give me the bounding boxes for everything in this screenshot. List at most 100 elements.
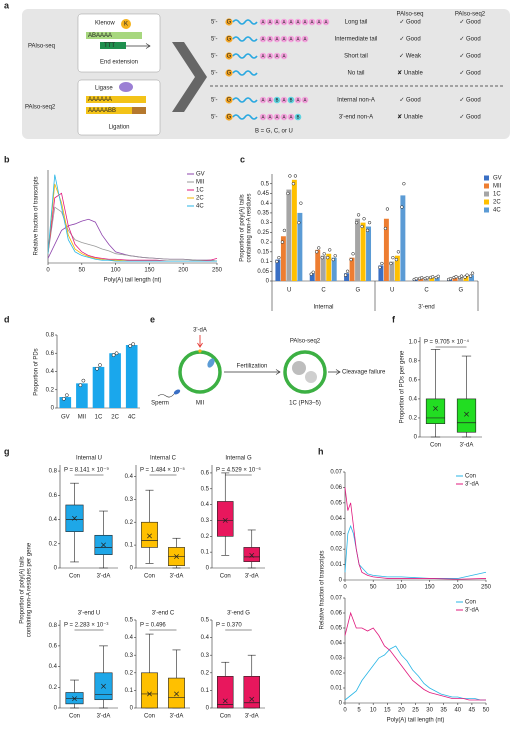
replicate-dot <box>389 261 393 266</box>
prefix: 5'- <box>211 37 217 43</box>
status: ✓ Good <box>459 54 480 60</box>
y-tick-label: 0.1 <box>261 259 270 265</box>
legend-label: GV <box>196 172 205 178</box>
y-tick-label: 0.06 <box>330 485 342 491</box>
replicate-dot <box>282 228 287 233</box>
line <box>344 487 487 580</box>
residue <box>301 18 309 26</box>
y-tick-label: 0.07 <box>330 470 342 476</box>
bar <box>452 277 458 281</box>
x-tick-label: G <box>355 288 360 294</box>
y-tick-label: 0.6 <box>49 493 58 499</box>
drug: 3'-dA <box>193 328 207 334</box>
y-axis-label: Relative fraction of transcripts <box>320 550 326 629</box>
head-circle <box>225 96 233 104</box>
mean-marker <box>147 691 152 697</box>
y-tick-label: 0 <box>339 578 343 584</box>
bar <box>378 265 384 281</box>
p-value: P = 8.141 × 10⁻⁹ <box>64 467 109 474</box>
embryo-label: 1C (PN3–5) <box>289 401 321 407</box>
panel-label: f <box>392 314 396 324</box>
x-tick-label: C <box>321 288 326 294</box>
panel-label: b <box>4 154 10 164</box>
replicate-dot <box>291 182 296 186</box>
residue <box>273 35 281 43</box>
y-tick-label: 0.01 <box>330 686 342 692</box>
x-tick-label: 4C <box>128 415 136 421</box>
head: G <box>227 115 232 121</box>
x-tick-label: Con <box>69 574 80 580</box>
box <box>243 676 261 709</box>
chart-title: 3'-end G <box>227 611 250 617</box>
rna-body <box>232 114 258 120</box>
bar <box>349 257 355 281</box>
y-axis-label: Relative fraction of transcripts <box>34 176 40 255</box>
replicate-dot <box>378 265 382 270</box>
y-axis-label: Proportion of PDs per gene <box>400 350 406 423</box>
x-tick-label: 1C <box>95 415 103 421</box>
residue <box>266 96 274 104</box>
replicate-dot <box>131 342 136 346</box>
bar <box>320 255 326 281</box>
arrow <box>224 369 281 375</box>
replicate-dot <box>463 275 467 279</box>
y-tick-label: 0.1 <box>125 543 134 549</box>
y-tick-label: 0.4 <box>201 502 210 508</box>
replicate-dot <box>383 226 388 231</box>
status: ✓ Good <box>459 71 480 77</box>
residue <box>273 18 281 26</box>
y-tick-label: 0.8 <box>409 358 418 364</box>
legend-label: 4C <box>196 204 204 210</box>
legend-label: 4C <box>493 208 501 214</box>
bar <box>469 275 475 281</box>
x-tick-label: 5 <box>357 708 361 714</box>
x-tick-label: 50 <box>370 585 377 591</box>
x-tick-label: 0 <box>46 268 50 274</box>
y-tick-label: 0 <box>130 706 134 712</box>
y-tick-label: 0.2 <box>125 670 134 676</box>
replicate-dot <box>385 207 390 211</box>
y-tick-label: 0.3 <box>201 653 210 659</box>
residue <box>280 35 288 43</box>
y-tick-label: 0 <box>51 406 55 412</box>
y-tick-label: 0.2 <box>125 520 134 526</box>
y-tick-label: 0.05 <box>330 626 342 632</box>
head: G <box>227 54 232 60</box>
box <box>141 521 158 548</box>
y-tick-label: 0.3 <box>125 653 134 659</box>
y-tick-label: 0.1 <box>125 688 134 694</box>
y-axis-label: Proportion of PDs <box>34 348 40 395</box>
status: ✘ Unable <box>397 114 423 121</box>
y-tick-label: 0.6 <box>201 471 210 477</box>
residue <box>280 52 288 60</box>
y-tick-label: 0 <box>206 566 210 572</box>
enzyme-icon <box>119 82 133 92</box>
mean-marker <box>101 542 106 548</box>
y-tick-label: 0.2 <box>261 240 270 246</box>
x-tick-label: 3'-dA <box>97 574 111 580</box>
residue <box>266 18 274 26</box>
x-tick-label: Con <box>69 714 80 720</box>
x-tick-label: G <box>458 288 463 294</box>
x-tick-label: 3'-dA <box>97 714 111 720</box>
residue <box>301 96 309 104</box>
bar <box>297 212 303 281</box>
replicate-dot <box>326 256 330 260</box>
y-axis-label: Proportion of poly(A) tails <box>240 194 246 261</box>
step: End extension <box>100 60 138 66</box>
rna-body <box>232 36 258 42</box>
y-tick-label: 0.5 <box>125 618 134 624</box>
residue <box>294 18 302 26</box>
replicate-dot <box>345 269 350 273</box>
replicate-dot <box>61 397 66 401</box>
replicate-dot <box>470 271 475 275</box>
y-tick-label: 0.4 <box>201 635 210 641</box>
replicate-dot <box>367 220 372 225</box>
chevron <box>172 42 207 112</box>
y-tick-label: 0.15 <box>257 249 269 255</box>
y-tick-label: 0.3 <box>261 220 270 226</box>
y-tick-label: 0 <box>339 701 343 707</box>
x-tick-label: 35 <box>440 708 447 714</box>
x-tick-label: GV <box>61 415 70 421</box>
x-tick-label: 3'-dA <box>170 714 184 720</box>
